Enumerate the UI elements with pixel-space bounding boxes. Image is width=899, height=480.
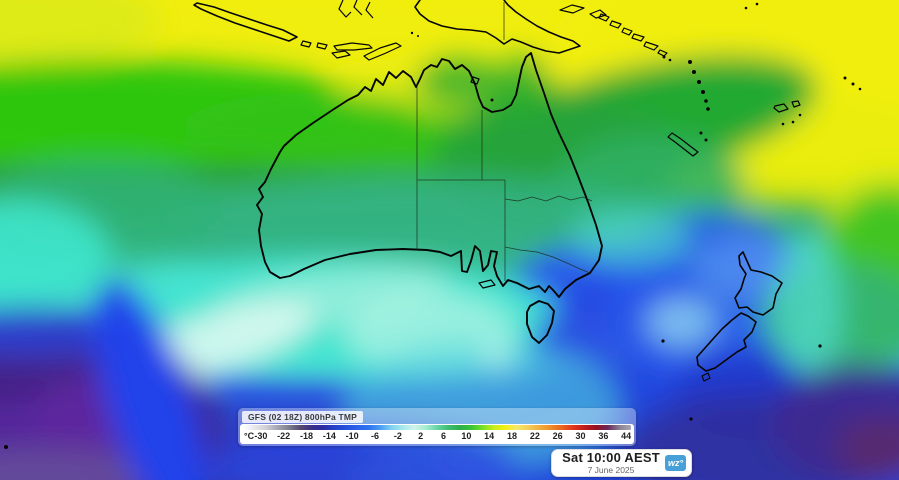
legend-tick: 22 bbox=[529, 431, 540, 441]
java-coastline bbox=[193, 2, 298, 42]
weatherzone-logo: wz° bbox=[665, 455, 686, 471]
legend-tick: 30 bbox=[575, 431, 586, 441]
timestamp-pill[interactable]: Sat 10:00 AEST 7 June 2025 wz° bbox=[551, 449, 692, 477]
legend-unit: °C bbox=[244, 431, 255, 441]
legend-body: °C -30 -22 -18 -14 -10 -6 -2 2 6 10 14 18 22 26 30 36 44 bbox=[240, 424, 634, 444]
small-islands bbox=[300, 0, 801, 157]
timestamp-datetime: Sat 10:00 AEST bbox=[562, 450, 660, 466]
island-dots bbox=[4, 2, 862, 449]
nz-north-island bbox=[734, 251, 783, 316]
australia-coastline bbox=[256, 52, 603, 298]
legend-tick: 44 bbox=[621, 431, 632, 441]
legend-tick: -30 bbox=[254, 431, 268, 441]
legend-tick: 18 bbox=[507, 431, 518, 441]
new-guinea-coastline bbox=[414, 0, 581, 54]
legend-tick: -18 bbox=[299, 431, 314, 441]
legend-tick: 2 bbox=[418, 431, 424, 441]
legend-tick: 26 bbox=[552, 431, 563, 441]
legend-tick: -6 bbox=[371, 431, 380, 441]
legend-tick: 10 bbox=[461, 431, 472, 441]
legend-tick: -2 bbox=[393, 431, 402, 441]
legend-panel: GFS (02 18Z) 800hPa TMP °C -30 -22 -18 -14-… bbox=[238, 408, 636, 446]
legend-tick: 14 bbox=[484, 431, 495, 441]
timestamp-text: Sat 10:00 AEST 7 June 2025 bbox=[557, 451, 665, 475]
legend-title: GFS (02 18Z) 800hPa TMP bbox=[242, 411, 363, 423]
timestamp-date: 7 June 2025 bbox=[587, 465, 635, 476]
legend-tick: 36 bbox=[598, 431, 609, 441]
tasmania-coastline bbox=[526, 300, 555, 344]
legend-tick: -14 bbox=[322, 431, 336, 441]
legend-colorbar bbox=[243, 425, 631, 430]
legend-tick: -22 bbox=[277, 431, 291, 441]
nz-south-island bbox=[696, 312, 757, 372]
state-borders bbox=[416, 2, 593, 281]
kangaroo-island bbox=[478, 279, 496, 289]
legend-ticks: °C -30 -22 -18 -14 -10 -6 -2 2 6 10 14 18 22 26 30 36 44 bbox=[243, 430, 631, 442]
stewart-island bbox=[701, 372, 711, 382]
legend-tick: 6 bbox=[441, 431, 447, 441]
legend-tick: -10 bbox=[345, 431, 359, 441]
